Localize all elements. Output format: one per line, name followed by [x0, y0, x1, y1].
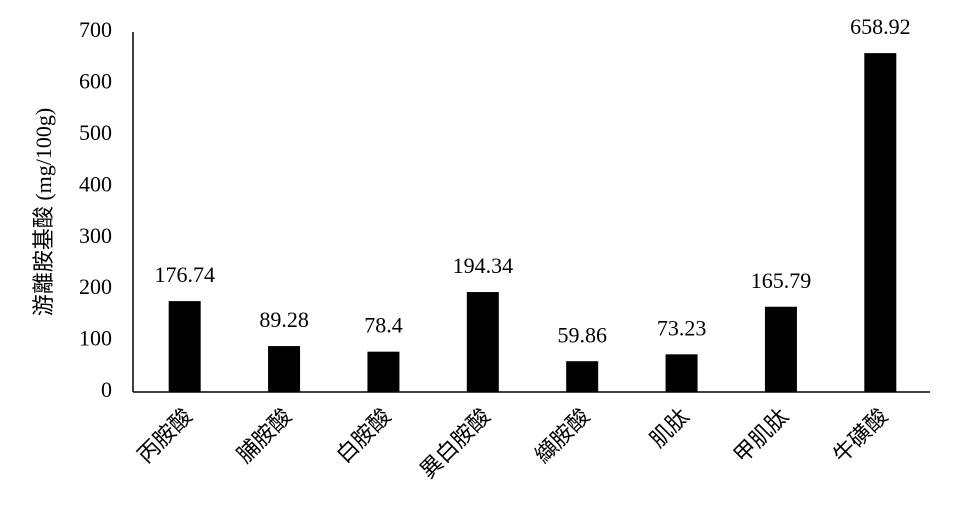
- y-tick-label: 400: [79, 171, 112, 196]
- y-tick-label: 0: [101, 377, 112, 402]
- bar: [665, 354, 698, 392]
- data-label: 59.86: [557, 322, 607, 347]
- bar: [566, 361, 599, 392]
- y-tick-label: 100: [79, 326, 112, 351]
- data-label: 658.92: [850, 14, 911, 39]
- bar: [168, 301, 201, 392]
- y-tick-label: 600: [79, 68, 112, 93]
- bar: [268, 346, 301, 392]
- y-tick-label: 200: [79, 274, 112, 299]
- data-label: 73.23: [657, 315, 707, 340]
- bar: [864, 53, 897, 392]
- bar: [367, 351, 400, 392]
- data-label: 78.4: [364, 313, 403, 338]
- bar: [466, 292, 499, 392]
- data-label: 194.34: [453, 253, 514, 278]
- y-axis-label: 游離胺基酸 (mg/100g): [31, 108, 56, 316]
- y-tick-label: 300: [79, 223, 112, 248]
- data-label: 165.79: [751, 268, 812, 293]
- y-tick-label: 500: [79, 120, 112, 145]
- data-label: 89.28: [259, 307, 309, 332]
- data-label: 176.74: [154, 262, 215, 287]
- y-tick-label: 700: [79, 17, 112, 42]
- bar: [764, 306, 797, 392]
